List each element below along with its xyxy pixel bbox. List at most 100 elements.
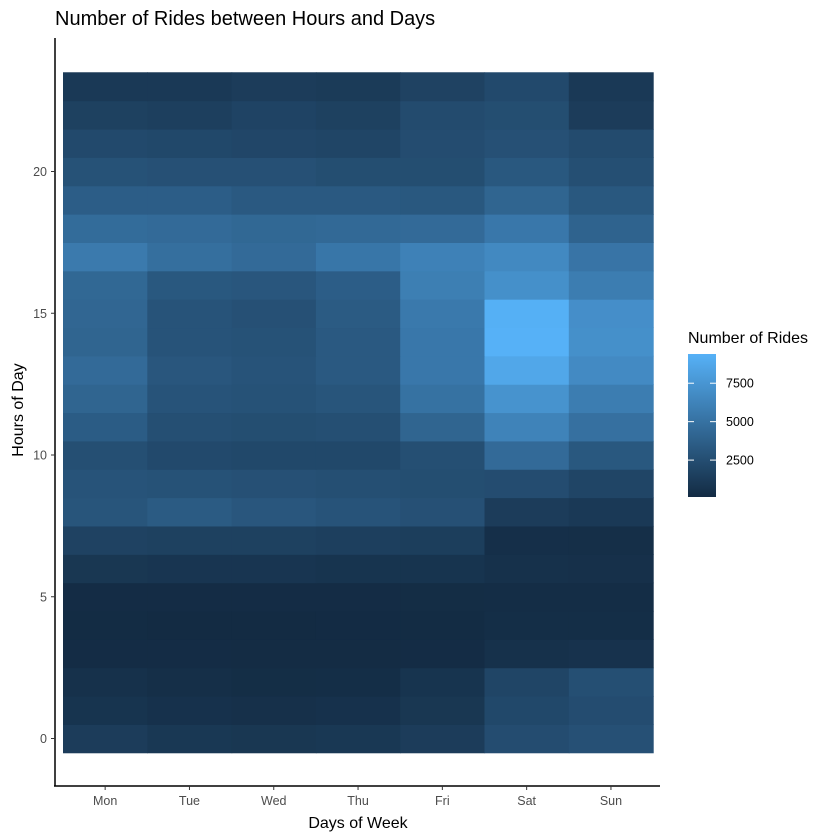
- heatmap-cell-mon-h22: [63, 100, 148, 130]
- heatmap-cell-fri-h1: [400, 695, 486, 725]
- legend-tick-label: 5000: [726, 415, 754, 429]
- heatmap-cell-tue-h4: [147, 610, 233, 640]
- heatmap-cell-thu-h4: [315, 610, 401, 640]
- heatmap-cell-sat-h8: [484, 497, 570, 527]
- heatmap-cell-sat-h7: [484, 525, 570, 555]
- heatmap-cell-fri-h19: [400, 185, 486, 215]
- heatmap-cell-thu-h19: [315, 185, 401, 215]
- heatmap-cell-thu-h8: [315, 497, 401, 527]
- heatmap-cell-sun-h7: [568, 525, 654, 555]
- heatmap-cell-wed-h13: [231, 355, 317, 385]
- heatmap-cell-tue-h17: [147, 242, 233, 272]
- y-axis-title: Hours of Day: [10, 363, 27, 456]
- heatmap-cell-sun-h16: [568, 270, 654, 300]
- heatmap-cell-wed-h16: [231, 270, 317, 300]
- heatmap-cell-tue-h11: [147, 412, 233, 442]
- x-axis-ticks: Mon Tue Wed Thu Fri Sat Sun: [93, 786, 622, 808]
- heatmap-cell-mon-h12: [63, 384, 148, 414]
- heatmap-cell-fri-h5: [400, 582, 486, 612]
- heatmap-cell-sun-h5: [568, 582, 654, 612]
- heatmap-cell-sat-h22: [484, 100, 570, 130]
- heatmap-cell-fri-h6: [400, 554, 486, 584]
- heatmap-cell-sun-h6: [568, 554, 654, 584]
- heatmap-cell-thu-h12: [315, 384, 401, 414]
- heatmap-cell-sat-h20: [484, 157, 570, 187]
- heatmap-cell-mon-h1: [63, 695, 148, 725]
- heatmap-cell-wed-h20: [231, 157, 317, 187]
- heatmap-cell-mon-h5: [63, 582, 148, 612]
- heatmap-cell-thu-h6: [315, 554, 401, 584]
- heatmap-cell-fri-h15: [400, 299, 486, 329]
- x-tick-label-thu: Thu: [347, 794, 369, 808]
- heatmap-cell-tue-h22: [147, 100, 233, 130]
- x-tick-label-sat: Sat: [517, 794, 536, 808]
- heatmap-cell-thu-h9: [315, 469, 401, 499]
- x-tick-label-wed: Wed: [261, 794, 287, 808]
- x-tick-label-tue: Tue: [179, 794, 200, 808]
- heatmap-cell-sat-h3: [484, 639, 570, 669]
- heatmap-cell-tue-h5: [147, 582, 233, 612]
- heatmap-cell-fri-h2: [400, 667, 486, 697]
- heatmap-cell-sun-h13: [568, 355, 654, 385]
- heatmap-cell-thu-h14: [315, 327, 401, 357]
- heatmap-cell-fri-h13: [400, 355, 486, 385]
- heatmap-cell-mon-h20: [63, 157, 148, 187]
- heatmap-cell-tue-h9: [147, 469, 233, 499]
- heatmap-cell-tue-h19: [147, 185, 233, 215]
- heatmap-cell-mon-h11: [63, 412, 148, 442]
- heatmap-cell-sat-h17: [484, 242, 570, 272]
- heatmap-cell-sun-h4: [568, 610, 654, 640]
- heatmap-cell-sat-h15: [484, 299, 570, 329]
- heatmap-cell-tue-h8: [147, 497, 233, 527]
- x-tick-label-sun: Sun: [600, 794, 622, 808]
- heatmap-cell-mon-h6: [63, 554, 148, 584]
- heatmap-cell-sat-h9: [484, 469, 570, 499]
- y-axis-ticks: 0 5 10 15 20: [33, 165, 55, 746]
- heatmap-cell-fri-h10: [400, 440, 486, 470]
- heatmap-cell-tue-h13: [147, 355, 233, 385]
- heatmap-cell-fri-h4: [400, 610, 486, 640]
- heatmap-cell-wed-h3: [231, 639, 317, 669]
- heatmap-cell-fri-h14: [400, 327, 486, 357]
- heatmap-cell-sun-h18: [568, 214, 654, 243]
- heatmap-cell-tue-h18: [147, 214, 233, 243]
- heatmap-cell-sun-h19: [568, 185, 654, 215]
- heatmap-cell-sun-h15: [568, 299, 654, 329]
- heatmap-cell-thu-h5: [315, 582, 401, 612]
- heatmap-cell-thu-h15: [315, 299, 401, 329]
- heatmap-cell-sat-h21: [484, 128, 570, 158]
- heatmap-cell-wed-h10: [231, 440, 317, 470]
- heatmap-cell-sat-h18: [484, 214, 570, 243]
- x-tick-label-fri: Fri: [435, 794, 450, 808]
- heatmap-cell-fri-h0: [400, 724, 486, 754]
- heatmap-cell-sat-h6: [484, 554, 570, 584]
- heatmap-cell-thu-h20: [315, 157, 401, 187]
- heatmap-cell-fri-h12: [400, 384, 486, 414]
- heatmap-cell-sun-h14: [568, 327, 654, 357]
- heatmap-cell-thu-h23: [315, 72, 401, 102]
- heatmap-cell-wed-h6: [231, 554, 317, 584]
- heatmap-cell-wed-h22: [231, 100, 317, 130]
- heatmap-cell-sat-h14: [484, 327, 570, 357]
- y-tick-label: 15: [33, 307, 47, 321]
- heatmap-cell-mon-h2: [63, 667, 148, 697]
- heatmap-cell-wed-h14: [231, 327, 317, 357]
- heatmap-cell-wed-h8: [231, 497, 317, 527]
- heatmap-cell-wed-h19: [231, 185, 317, 215]
- heatmap-cell-wed-h18: [231, 214, 317, 243]
- heatmap-cell-mon-h19: [63, 185, 148, 215]
- heatmap-cell-tue-h14: [147, 327, 233, 357]
- x-axis-title: Days of Week: [308, 815, 408, 832]
- heatmap-cell-fri-h3: [400, 639, 486, 669]
- chart-title: Number of Rides between Hours and Days: [55, 8, 435, 30]
- heatmap-cell-tue-h12: [147, 384, 233, 414]
- heatmap-cell-thu-h17: [315, 242, 401, 272]
- heatmap-cell-tue-h16: [147, 270, 233, 300]
- heatmap-cell-sun-h22: [568, 100, 654, 130]
- heatmap-cell-wed-h1: [231, 695, 317, 725]
- heatmap-cell-mon-h21: [63, 128, 148, 158]
- heatmap-cell-sun-h21: [568, 128, 654, 158]
- heatmap-cell-tue-h7: [147, 525, 233, 555]
- heatmap-cell-sat-h13: [484, 355, 570, 385]
- heatmap-cell-tue-h6: [147, 554, 233, 584]
